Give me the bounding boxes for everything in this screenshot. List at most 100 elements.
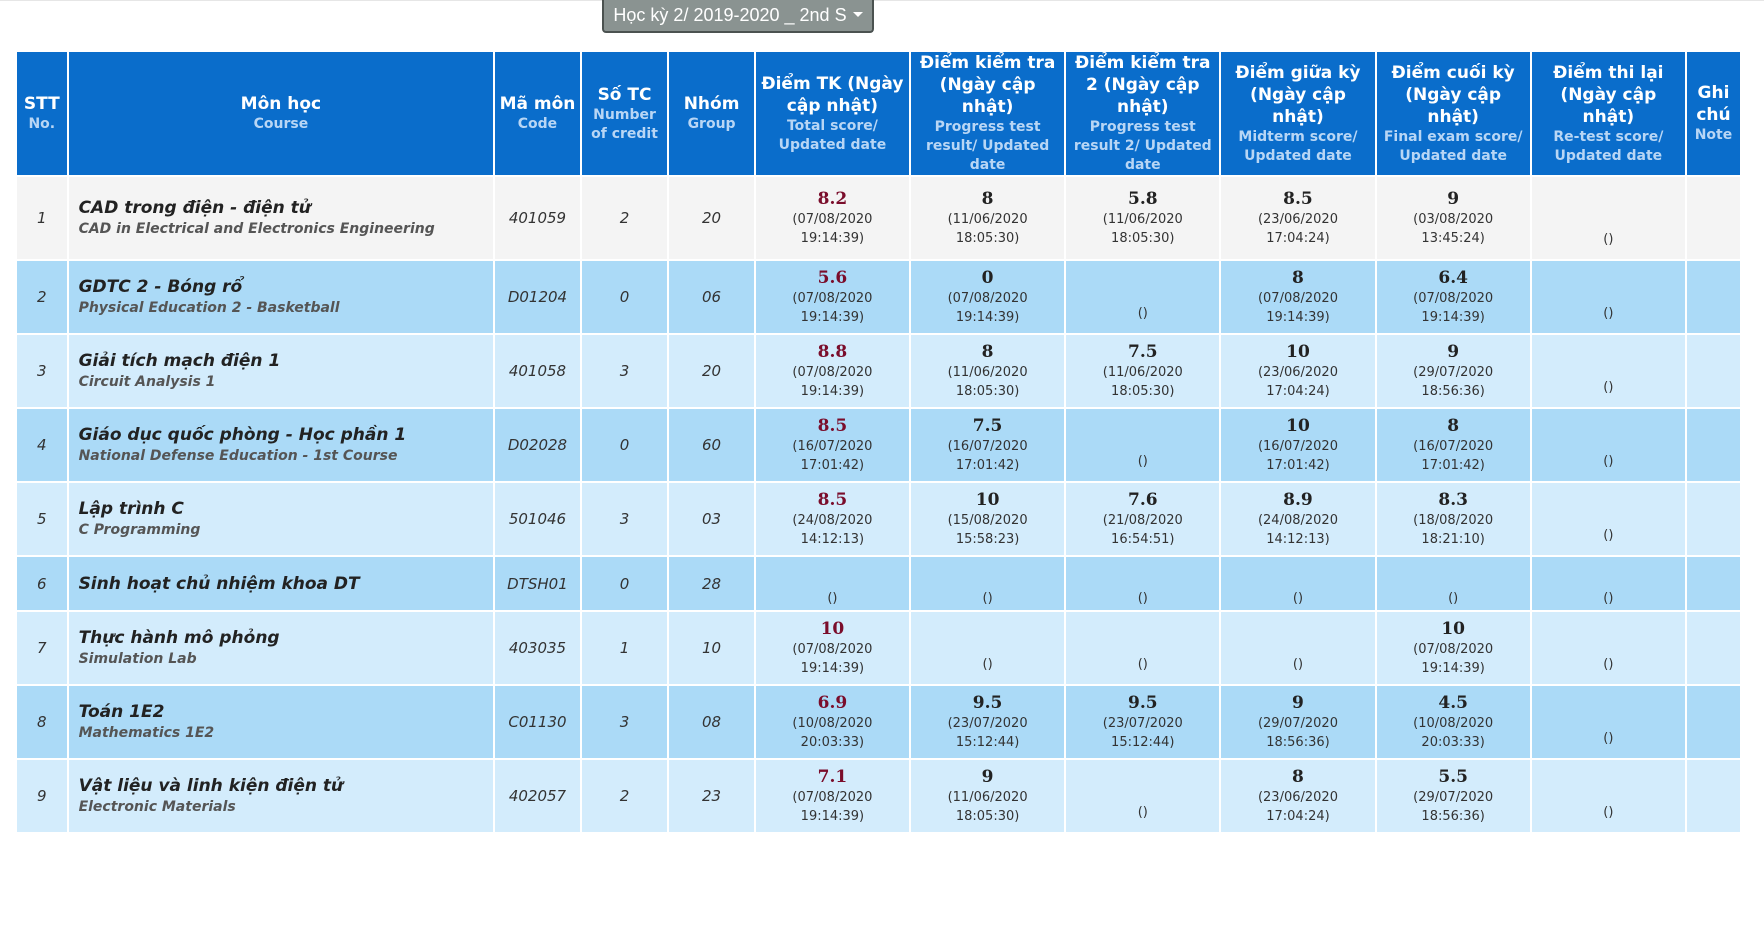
- grades-table: STT No. Môn học Course Mã môn Code Số TC Num…: [15, 50, 1742, 834]
- course-cell: Giáo dục quốc phòng - Học phần 1 National…: [68, 409, 494, 481]
- course-cell: Vật liệu và linh kiện điện tử Electronic …: [68, 760, 494, 832]
- progress2-updated-date: (11/06/2020 18:05:30): [1102, 365, 1183, 399]
- header-course[interactable]: Môn học Course: [68, 52, 494, 175]
- group-number: 20: [669, 335, 754, 407]
- retest-empty-value: (): [1603, 380, 1614, 395]
- final-cell: 10 (07/08/2020 19:14:39): [1376, 612, 1530, 684]
- row-number: 5: [17, 483, 67, 555]
- midterm-cell: 8.5 (23/06/2020 17:04:24): [1221, 177, 1375, 259]
- row-number: 7: [17, 612, 67, 684]
- course-name: CAD trong điện - điện tử: [78, 198, 311, 218]
- midterm-score: 9: [1292, 693, 1304, 713]
- progress-score: 0: [981, 268, 994, 288]
- course-name-en: Physical Education 2 - Basketball: [78, 300, 340, 316]
- row-number: 9: [17, 760, 67, 832]
- midterm-updated-date: (23/06/2020 17:04:24): [1257, 790, 1338, 824]
- header-credits[interactable]: Số TC Number of credit: [581, 52, 668, 175]
- total-score: 8.8: [817, 342, 848, 362]
- semester-select-value: Học kỳ 2/ 2019-2020 _ 2nd S: [613, 5, 847, 25]
- progress-cell: 8 (11/06/2020 18:05:30): [911, 335, 1065, 407]
- midterm-cell: 8 (23/06/2020 17:04:24): [1221, 760, 1375, 832]
- course-cell: GDTC 2 - Bóng rổ Physical Education 2 - B…: [68, 261, 494, 333]
- header-code[interactable]: Mã môn Code: [495, 52, 580, 175]
- progress2-cell: (): [1066, 612, 1220, 684]
- final-updated-date: (07/08/2020 19:14:39): [1413, 291, 1494, 325]
- group-number: 20: [669, 177, 754, 259]
- top-divider: [0, 0, 1764, 1]
- total-updated-date: (07/08/2020 19:14:39): [792, 642, 873, 676]
- final-score: 5.5: [1438, 767, 1468, 787]
- total-score: 5.6: [817, 268, 848, 288]
- course-cell: CAD trong điện - điện tử CAD in Electrica…: [68, 177, 494, 259]
- row-number: 8: [17, 686, 67, 758]
- semester-select[interactable]: Học kỳ 2/ 2019-2020 _ 2nd S: [602, 0, 874, 33]
- header-stt[interactable]: STT No.: [17, 52, 67, 175]
- note-cell: [1686, 335, 1740, 407]
- progress-cell: 9 (11/06/2020 18:05:30): [911, 760, 1065, 832]
- midterm-updated-date: (23/06/2020 17:04:24): [1257, 212, 1338, 246]
- progress-updated-date: (16/07/2020 17:01:42): [947, 439, 1028, 473]
- final-cell: 8.3 (18/08/2020 18:21:10): [1376, 483, 1530, 555]
- header-note[interactable]: Ghi chú Note: [1686, 52, 1740, 175]
- midterm-score: 10: [1286, 342, 1310, 362]
- progress-updated-date: (11/06/2020 18:05:30): [947, 365, 1028, 399]
- header-midterm[interactable]: Điểm giữa kỳ (Ngày cập nhật) Midterm scor…: [1221, 52, 1375, 175]
- midterm-score: 10: [1286, 416, 1310, 436]
- course-name-en: Electronic Materials: [78, 799, 236, 815]
- credit-count: 2: [581, 177, 668, 259]
- final-cell: (): [1376, 557, 1530, 610]
- final-cell: 8 (16/07/2020 17:01:42): [1376, 409, 1530, 481]
- midterm-cell: 10 (23/06/2020 17:04:24): [1221, 335, 1375, 407]
- total-updated-date: (07/08/2020 19:14:39): [792, 212, 873, 246]
- header-group[interactable]: Nhóm Group: [669, 52, 754, 175]
- retest-cell: (): [1531, 612, 1685, 684]
- caret-down-icon: [852, 12, 863, 17]
- header-progress2[interactable]: Điểm kiểm tra 2 (Ngày cập nhật) Progress …: [1066, 52, 1220, 175]
- final-updated-date: (29/07/2020 18:56:36): [1413, 365, 1494, 399]
- final-score: 10: [1441, 619, 1465, 639]
- row-number: 3: [17, 335, 67, 407]
- table-row: 2 GDTC 2 - Bóng rổ Physical Education 2 - …: [17, 261, 1740, 333]
- retest-cell: (): [1531, 177, 1685, 259]
- progress-score: 10: [975, 490, 1000, 510]
- retest-cell: (): [1531, 686, 1685, 758]
- midterm-cell: 9 (29/07/2020 18:56:36): [1221, 686, 1375, 758]
- course-name-en: Circuit Analysis 1: [78, 374, 216, 390]
- final-updated-date: (03/08/2020 13:45:24): [1413, 212, 1494, 246]
- header-progress[interactable]: Điểm kiểm tra (Ngày cập nhật) Progress te…: [911, 52, 1065, 175]
- progress2-cell: 5.8 (11/06/2020 18:05:30): [1066, 177, 1220, 259]
- retest-cell: (): [1531, 483, 1685, 555]
- progress2-cell: (): [1066, 557, 1220, 610]
- total-cell: 8.5 (16/07/2020 17:01:42): [755, 409, 909, 481]
- total-score: 8.5: [817, 416, 848, 436]
- row-number: 4: [17, 409, 67, 481]
- table-row: 4 Giáo dục quốc phòng - Học phần 1 Nationa…: [17, 409, 1740, 481]
- midterm-score: 8.9: [1283, 490, 1313, 510]
- progress-updated-date: (15/08/2020 15:58:23): [947, 513, 1028, 547]
- midterm-updated-date: (07/08/2020 19:14:39): [1257, 291, 1338, 325]
- total-empty-value: (): [827, 591, 838, 606]
- header-total[interactable]: Điểm TK (Ngày cập nhật) Total score/ Upda…: [755, 52, 909, 175]
- course-name: Giáo dục quốc phòng - Học phần 1: [78, 425, 407, 445]
- progress2-empty-value: (): [1137, 591, 1148, 606]
- progress-updated-date: (23/07/2020 15:12:44): [947, 716, 1028, 750]
- total-score: 7.1: [817, 767, 848, 787]
- course-name-en: National Defense Education - 1st Course: [78, 448, 398, 464]
- header-retest[interactable]: Điểm thi lại (Ngày cập nhật) Re-test scor…: [1531, 52, 1685, 175]
- header-final[interactable]: Điểm cuối kỳ (Ngày cập nhật) Final exam s…: [1376, 52, 1530, 175]
- progress-cell: (): [911, 557, 1065, 610]
- progress2-score: 7.5: [1127, 342, 1158, 362]
- final-empty-value: (): [1448, 591, 1459, 606]
- course-name: Vật liệu và linh kiện điện tử: [78, 776, 344, 796]
- course-name: GDTC 2 - Bóng rổ: [78, 277, 243, 297]
- final-score: 8: [1447, 416, 1460, 436]
- final-cell: 9 (03/08/2020 13:45:24): [1376, 177, 1530, 259]
- final-updated-date: (29/07/2020 18:56:36): [1413, 790, 1494, 824]
- course-cell: Sinh hoạt chủ nhiệm khoa DT: [68, 557, 494, 610]
- final-score: 6.4: [1438, 268, 1468, 288]
- course-cell: Thực hành mô phỏng Simulation Lab: [68, 612, 494, 684]
- group-number: 23: [669, 760, 754, 832]
- final-updated-date: (16/07/2020 17:01:42): [1413, 439, 1494, 473]
- course-code: 401059: [495, 177, 580, 259]
- progress-cell: 0 (07/08/2020 19:14:39): [911, 261, 1065, 333]
